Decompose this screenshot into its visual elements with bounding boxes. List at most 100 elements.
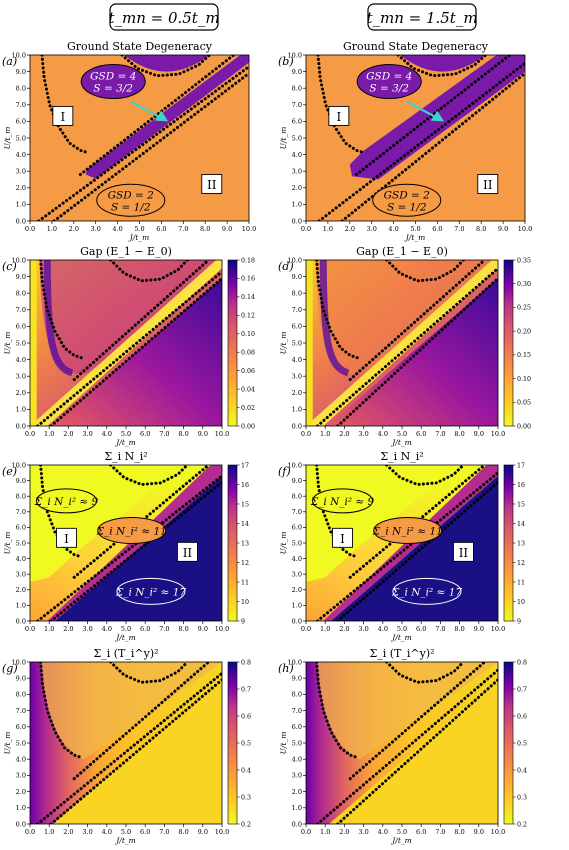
region-gsd4-top xyxy=(400,55,486,72)
x-tick-label: 10.0 xyxy=(491,828,505,836)
x-tick-label: 8.0 xyxy=(178,430,188,438)
x-tick-label: 3.0 xyxy=(82,625,92,633)
y-tick-label: 10.0 xyxy=(12,658,26,666)
boundary-curve-top xyxy=(109,662,189,684)
colorbar-tick-label: 0.18 xyxy=(241,257,255,264)
x-tick-label: 3.0 xyxy=(82,828,92,836)
panel-letter: (g) xyxy=(2,662,18,675)
colorbar xyxy=(227,259,238,427)
label-region-I xyxy=(56,527,77,548)
boundary-curve-top xyxy=(109,260,189,283)
y-tick-label: 7.0 xyxy=(292,707,302,715)
y-tick-label: 2.0 xyxy=(16,184,26,192)
y-tick-label: 4.0 xyxy=(292,756,302,764)
label-region-II xyxy=(477,174,499,194)
x-tick-label: 4.0 xyxy=(378,625,388,633)
x-tick-label: 9.0 xyxy=(498,225,508,233)
y-tick-label: 10.0 xyxy=(288,658,302,666)
y-tick-label: 8.0 xyxy=(16,290,26,298)
y-tick-label: 8.0 xyxy=(292,493,302,501)
colorbar-tick-label: 13 xyxy=(241,540,249,547)
x-tick-label: 7.0 xyxy=(454,225,464,233)
colorbar-tick-label: 0.3 xyxy=(241,794,251,801)
y-tick-label: 0.0 xyxy=(16,617,26,625)
boundary-line-3 xyxy=(72,260,211,381)
label-gsd2 xyxy=(96,183,166,217)
colorbar-tick-label: 0.7 xyxy=(241,686,251,693)
x-tick-label: 3.0 xyxy=(367,225,377,233)
x-tick-label: 7.0 xyxy=(159,828,169,836)
x-tick-label: 10.0 xyxy=(518,225,532,233)
colorbar-tick-label: 12 xyxy=(517,560,525,567)
panel-letter: (d) xyxy=(278,260,294,273)
colorbar-tick-label: 0.4 xyxy=(241,767,251,774)
x-tick-label: 6.0 xyxy=(416,430,426,438)
x-tick-label: 5.0 xyxy=(397,430,407,438)
y-tick-label: 0.0 xyxy=(16,422,26,430)
colorbar-tick-label: 9 xyxy=(517,618,521,625)
label-gsd2 xyxy=(372,183,442,217)
x-tick-label: 0.0 xyxy=(301,625,311,633)
panel-d: 0.00 0.05 0.10 0.15 0.20 0.25 0.30 0.35 0.0 1.0 2.… xyxy=(278,245,531,447)
boundary-line-2 xyxy=(336,480,498,621)
y-tick-label: 5.0 xyxy=(16,739,26,747)
y-tick-label: 9.0 xyxy=(16,675,26,683)
t2-lower-region xyxy=(329,678,498,824)
y-tick-label: 5.0 xyxy=(292,739,302,747)
label-region-I-text: I xyxy=(340,532,345,546)
panel-title: Σ_i (T_i^y)² xyxy=(93,647,158,660)
x-tick-label: 1.0 xyxy=(320,828,330,836)
y-tick-label: 2.0 xyxy=(16,586,26,594)
x-tick-label: 2.0 xyxy=(63,430,73,438)
x-tick-label: 4.0 xyxy=(102,625,112,633)
colorbar-tick-label: 12 xyxy=(241,560,249,567)
heatmap-area xyxy=(306,662,498,824)
colorbar-tick-label: 16 xyxy=(241,482,249,489)
y-tick-label: 0.0 xyxy=(292,820,302,828)
x-tick-label: 8.0 xyxy=(454,625,464,633)
boundary-line-1 xyxy=(37,65,249,221)
label-n2-17 xyxy=(116,577,186,605)
label-region-I xyxy=(52,105,74,126)
y-tick-label: 5.0 xyxy=(292,339,302,347)
panel-title: Σ_i N_i² xyxy=(104,450,147,463)
boundary-curve-top xyxy=(109,465,189,487)
y-tick-label: 1.0 xyxy=(292,406,302,414)
x-axis-label: J/t_m xyxy=(114,836,135,845)
colorbar-tick-label: 9 xyxy=(241,618,245,625)
y-tick-label: 3.0 xyxy=(16,168,26,176)
x-tick-label: 2.0 xyxy=(63,828,73,836)
x-tick-label: 9.0 xyxy=(474,828,484,836)
x-tick-label: 10.0 xyxy=(215,828,229,836)
y-axis-label: U/t_m xyxy=(3,332,12,355)
panel-title: Σ_i (T_i^y)² xyxy=(369,647,434,660)
y-tick-label: 7.0 xyxy=(292,508,302,516)
panel-f: 9 10 11 12 13 14 15 16 17 Σ_i N_i² ≈ 9 Σ_i N_i² ≈ … xyxy=(278,450,525,642)
y-axis-label: U/t_m xyxy=(3,532,12,555)
x-tick-label: 0.0 xyxy=(301,828,311,836)
x-tick-label: 10.0 xyxy=(491,625,505,633)
x-tick-label: 0.0 xyxy=(25,430,35,438)
boundary-line-1 xyxy=(36,671,222,824)
colorbar xyxy=(503,259,514,427)
region-gsd4-band xyxy=(85,55,249,179)
y-tick-label: 7.0 xyxy=(16,101,26,109)
boundary-line-2 xyxy=(49,678,222,824)
x-tick-label: 4.0 xyxy=(388,225,398,233)
y-axis-label: U/t_m xyxy=(3,127,12,150)
x-axis-label: J/t_m xyxy=(390,438,411,447)
y-tick-label: 3.0 xyxy=(16,571,26,579)
label-gsd4-text: GSD = 4 xyxy=(90,71,136,83)
y-tick-label: 0.0 xyxy=(292,217,302,225)
x-tick-label: 3.0 xyxy=(358,828,368,836)
x-tick-label: 9.0 xyxy=(222,225,232,233)
label-n2-9 xyxy=(35,488,97,514)
gap-left-strip xyxy=(306,260,313,426)
x-tick-label: 7.0 xyxy=(435,430,445,438)
y-tick-label: 0.0 xyxy=(292,422,302,430)
y-tick-label: 8.0 xyxy=(16,691,26,699)
arrow-shaft xyxy=(406,100,438,120)
colorbar-tick-label: 0.7 xyxy=(517,686,527,693)
x-tick-label: 1.0 xyxy=(47,225,57,233)
